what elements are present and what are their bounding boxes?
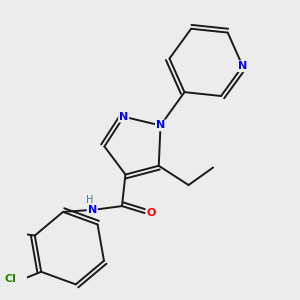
Text: N: N: [119, 112, 128, 122]
Text: N: N: [88, 205, 97, 214]
Text: N: N: [156, 121, 165, 130]
Text: N: N: [238, 61, 247, 71]
Text: Cl: Cl: [4, 274, 16, 284]
Text: O: O: [146, 208, 156, 218]
Text: H: H: [86, 195, 93, 205]
